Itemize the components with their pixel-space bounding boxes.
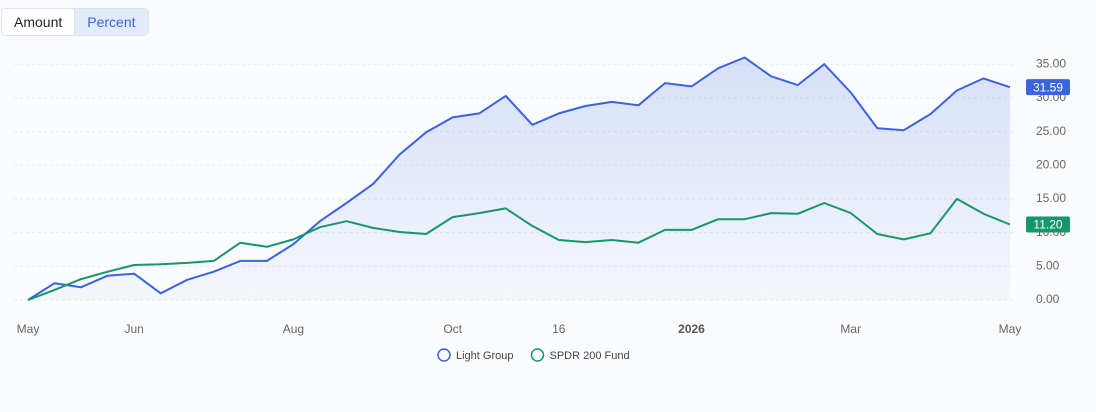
legend-label: SPDR 200 Fund xyxy=(549,350,629,362)
value-label: 31.59 xyxy=(1033,80,1063,94)
line xyxy=(27,56,1011,301)
y-tick-label: 15.00 xyxy=(1036,191,1066,205)
x-tick-label: Jun xyxy=(124,322,143,336)
value-label-box xyxy=(1026,216,1070,233)
toggle: Amount Percent xyxy=(1,8,149,36)
y-tick-label: 35.00 xyxy=(1036,56,1066,70)
y-tick-label: 20.00 xyxy=(1036,157,1066,171)
toggle-option[interactable]: Amount xyxy=(14,14,63,30)
x-tick-label: 2026 xyxy=(678,322,705,336)
toggle-option[interactable]: Percent xyxy=(74,9,148,35)
legend-label: Light Group xyxy=(456,350,513,362)
area xyxy=(28,57,1010,300)
y-tick-label: 25.00 xyxy=(1036,124,1066,138)
legend-marker xyxy=(437,348,451,362)
y-tick-label: 0.00 xyxy=(1036,292,1060,306)
value-label-box xyxy=(1026,79,1070,96)
x-tick-label: 16 xyxy=(552,322,566,336)
x-tick-label: Aug xyxy=(283,322,304,336)
x-tick-label: May xyxy=(17,322,40,336)
x-tick-label: Mar xyxy=(840,322,861,336)
legend-marker xyxy=(530,348,545,362)
value-label: 11.20 xyxy=(1033,218,1062,232)
line xyxy=(27,197,1011,301)
x-tick-label: May xyxy=(999,322,1022,336)
y-tick-label: 5.00 xyxy=(1036,258,1060,272)
x-tick-label: Oct xyxy=(443,322,462,336)
